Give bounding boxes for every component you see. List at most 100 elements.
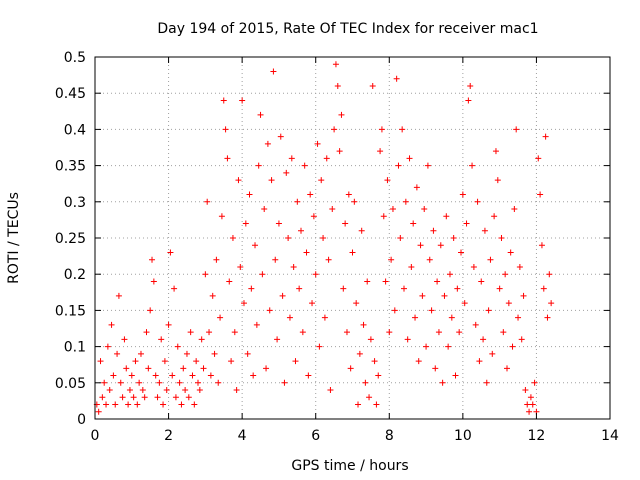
data-point [419, 292, 426, 299]
data-point [119, 394, 126, 401]
data-point [114, 350, 121, 357]
data-point [158, 336, 165, 343]
data-point [430, 227, 437, 234]
data-point [250, 372, 257, 379]
data-point [134, 401, 141, 408]
data-point [445, 343, 452, 350]
data-point [204, 198, 211, 205]
data-point [167, 249, 174, 256]
data-point [169, 372, 176, 379]
data-point [504, 365, 510, 372]
x-axis: 0 2 4 6 8 10 12 14 [91, 57, 619, 444]
data-point [544, 314, 551, 321]
data-point [257, 111, 264, 118]
data-point [461, 300, 468, 307]
data-point [207, 372, 214, 379]
data-point [343, 329, 350, 336]
data-point [384, 177, 391, 184]
data-point [259, 271, 266, 278]
data-point [443, 213, 450, 220]
data-point [483, 379, 490, 386]
data-point [110, 372, 117, 379]
data-point [99, 394, 106, 401]
data-point [281, 379, 288, 386]
data-point [421, 206, 428, 213]
data-point [463, 220, 470, 227]
data-point [358, 227, 365, 234]
data-point [104, 343, 111, 350]
data-point [161, 358, 168, 365]
data-point [340, 285, 347, 292]
data-point [307, 191, 314, 198]
data-point [196, 387, 203, 394]
x-tick-label: 2 [164, 428, 173, 444]
data-point [526, 408, 533, 415]
data-point [296, 285, 303, 292]
data-point [546, 271, 553, 278]
data-point [375, 372, 382, 379]
data-point [270, 68, 277, 75]
data-point [97, 358, 104, 365]
data-point [103, 401, 110, 408]
grid [95, 57, 610, 419]
data-point [469, 162, 476, 169]
data-point [298, 227, 304, 234]
data-point [101, 379, 108, 386]
data-point [535, 155, 542, 162]
data-point [185, 394, 192, 401]
data-point [215, 379, 222, 386]
data-point [458, 249, 465, 256]
data-point [391, 307, 398, 314]
data-point [172, 394, 179, 401]
plot-frame [94, 56, 611, 420]
data-point [329, 206, 336, 213]
data-point [377, 148, 384, 155]
data-point [336, 148, 343, 155]
data-point [386, 329, 393, 336]
y-tick-label: 0.4 [64, 122, 86, 138]
y-tick-label: 0.1 [64, 340, 86, 356]
data-point [117, 379, 124, 386]
data-point [465, 97, 472, 104]
data-point [395, 162, 402, 169]
data-point [342, 220, 349, 227]
data-point [345, 191, 352, 198]
data-point [373, 401, 380, 408]
data-point [331, 126, 338, 133]
data-point [437, 242, 444, 249]
data-point [406, 155, 413, 162]
data-point [531, 379, 538, 386]
data-point [401, 285, 407, 292]
data-point [121, 336, 128, 343]
data-point [347, 365, 354, 372]
x-axis-label: GPS time / hours [291, 458, 408, 474]
data-point [446, 271, 453, 278]
y-axis: 0 0.05 0.1 0.15 0.2 0.25 0.3 0.35 0.4 0.45 0.5 [55, 50, 610, 428]
data-point [224, 155, 231, 162]
x-tick-label: 10 [454, 428, 472, 444]
data-point [226, 278, 233, 285]
data-point [195, 379, 201, 386]
data-point [500, 329, 507, 336]
data-point [149, 256, 156, 263]
data-point [180, 365, 187, 372]
data-point [474, 198, 481, 205]
data-point [476, 358, 483, 365]
data-point [261, 206, 268, 213]
data-point [137, 350, 144, 357]
y-tick-label: 0.45 [55, 86, 86, 102]
data-point [108, 321, 115, 328]
data-point [178, 401, 185, 408]
data-point [410, 220, 417, 227]
data-point [518, 336, 525, 343]
data-point [428, 307, 435, 314]
data-point [524, 401, 531, 408]
data-point [397, 235, 404, 241]
data-point [424, 162, 431, 169]
data-point [362, 379, 369, 386]
data-point [266, 307, 273, 314]
data-point [193, 358, 200, 365]
data-points [93, 61, 555, 415]
data-point [380, 213, 387, 220]
